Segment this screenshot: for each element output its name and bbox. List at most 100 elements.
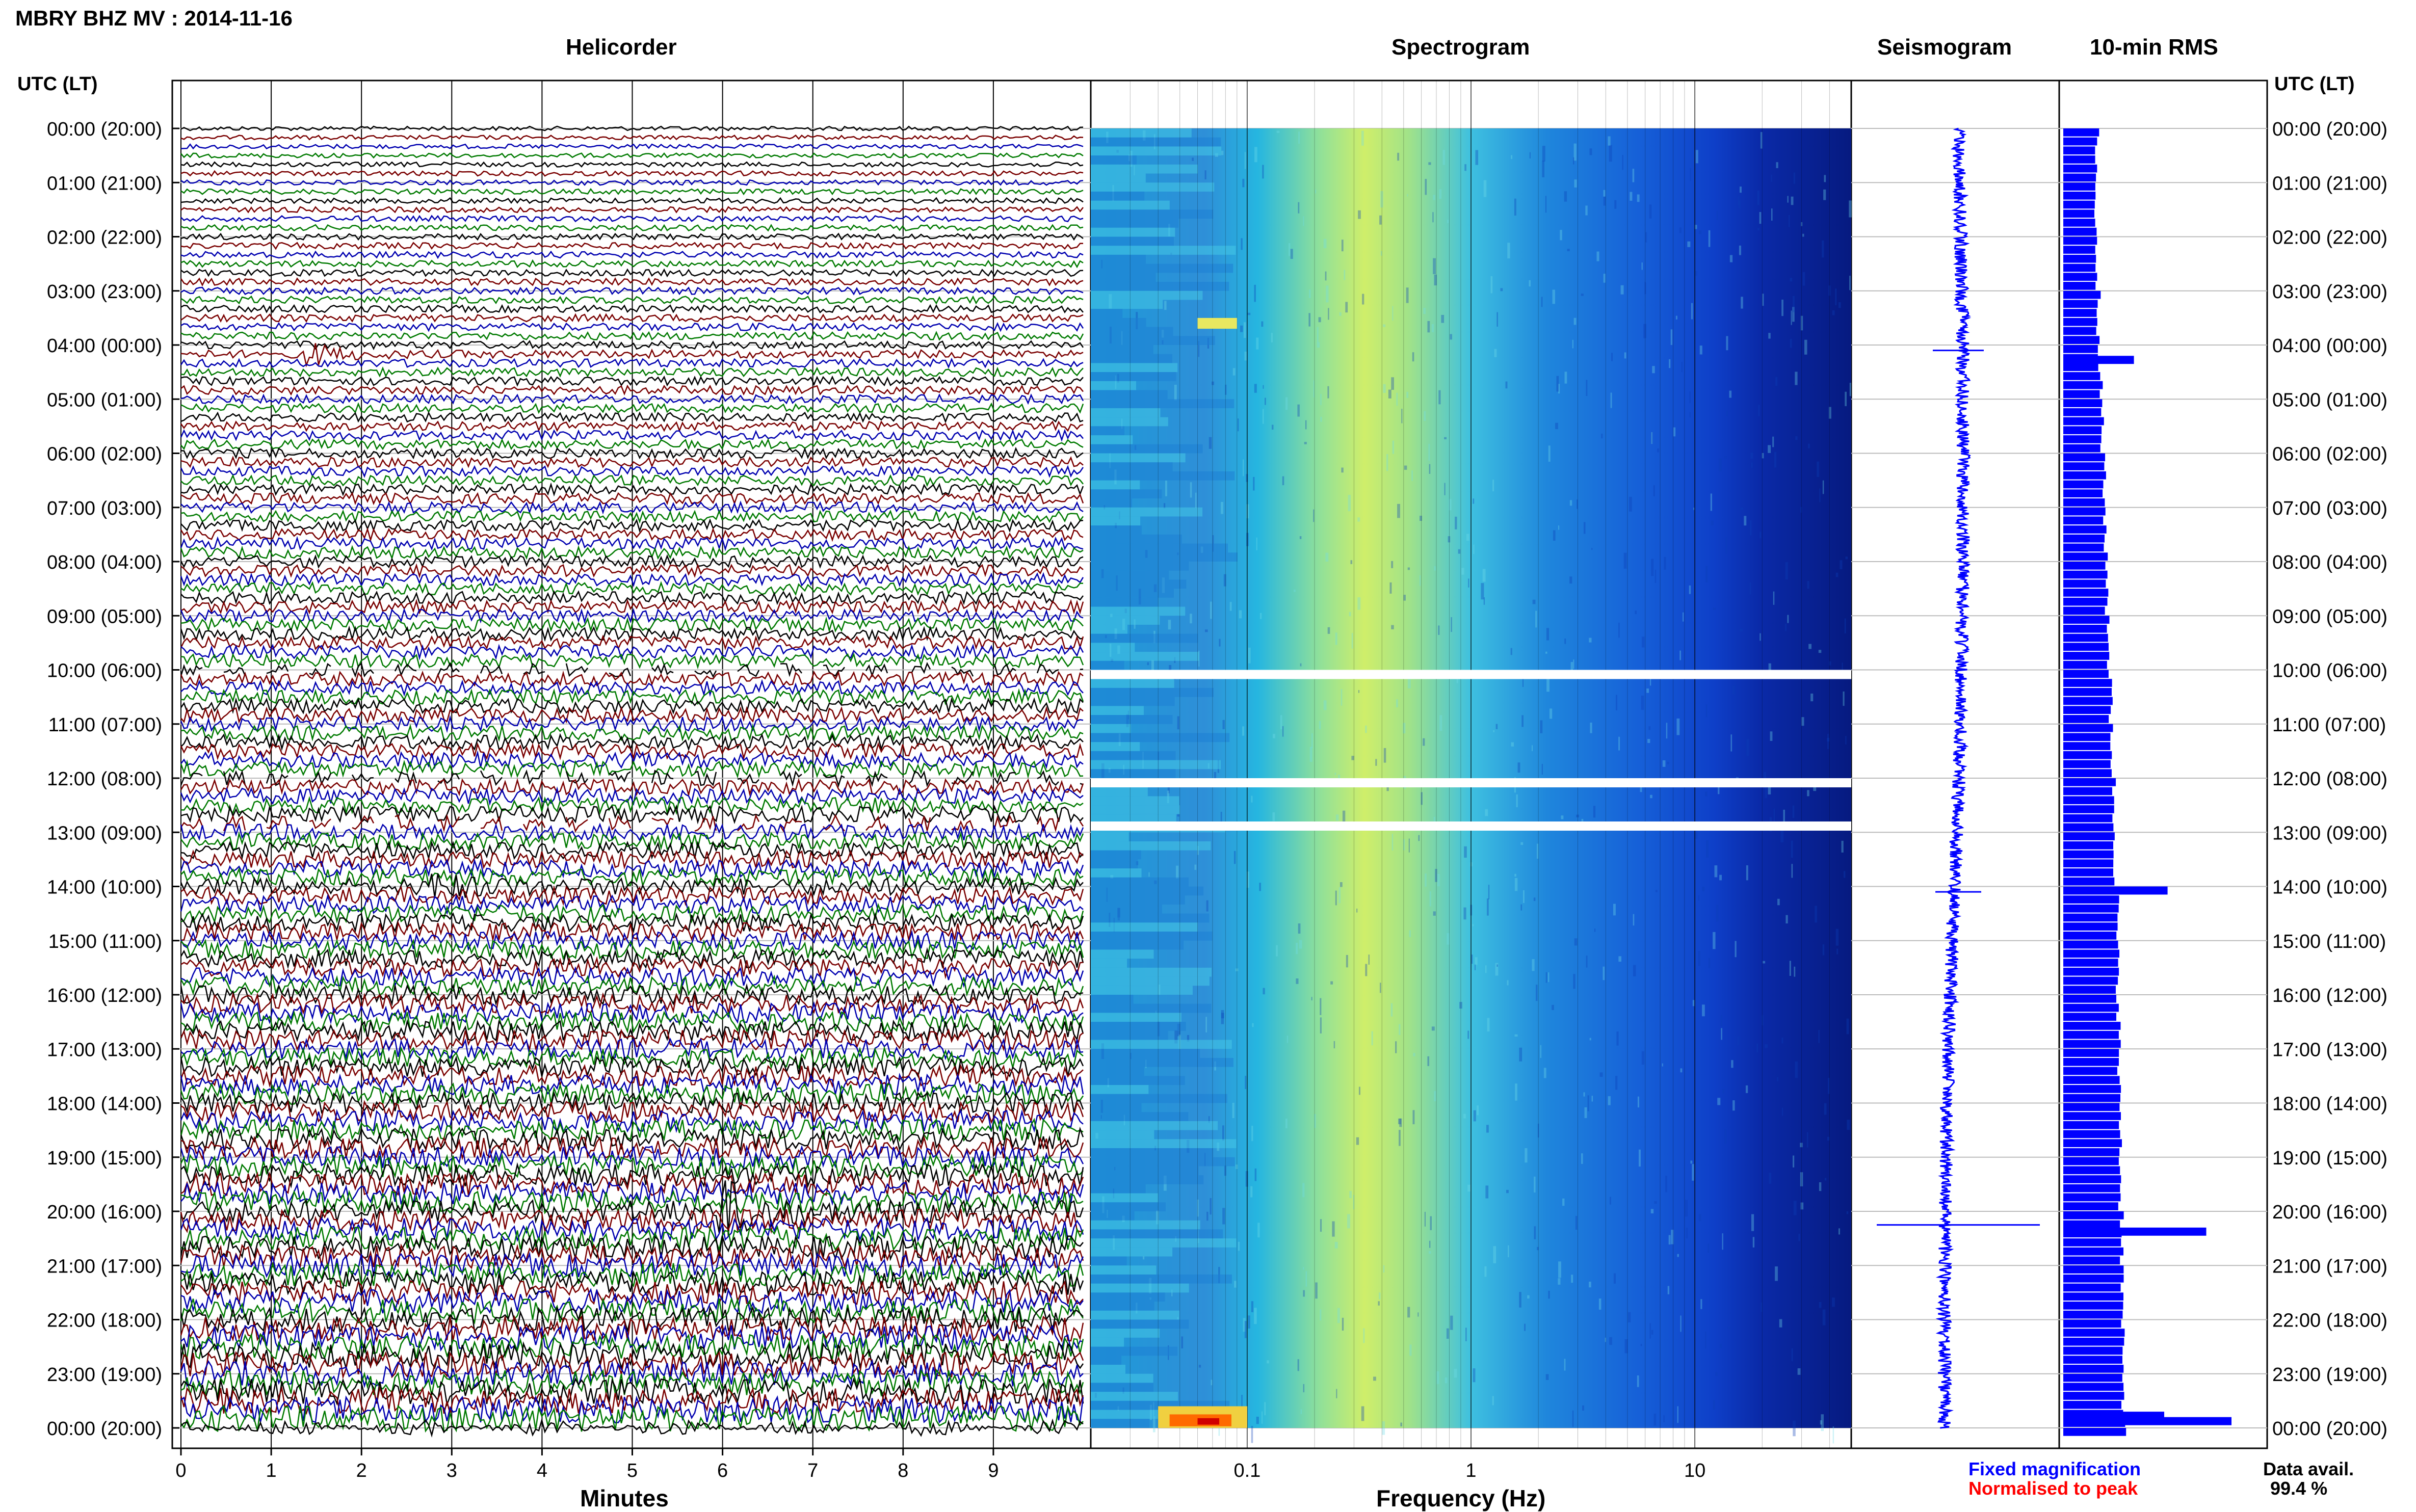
spectrogram-noise: [1546, 675, 1550, 692]
spectrogram-noise: [1264, 1402, 1266, 1416]
spectrogram-noise: [1572, 339, 1573, 349]
spectrogram-lowfreq-band: [1091, 219, 1179, 228]
time-label-left: 18:00 (14:00): [47, 1094, 162, 1115]
spectrogram-noise: [1347, 1214, 1350, 1229]
helicorder-trace: [180, 500, 1084, 515]
helicorder-trace: [180, 634, 1084, 652]
spectrogram-noise: [1420, 575, 1421, 586]
spectrogram-lowfreq-band: [1091, 895, 1185, 905]
spectrogram-lowfreq-band: [1091, 1157, 1235, 1166]
spectrogram-noise: [1822, 944, 1825, 956]
rms-bar: [2063, 877, 2115, 886]
spectrogram-noise: [1351, 633, 1353, 649]
spectrogram-lowfreq-band: [1091, 155, 1137, 165]
spectrogram-noise: [1323, 700, 1327, 710]
spectrogram-noise: [1774, 452, 1777, 468]
spectrogram-lowfreq-band: [1091, 562, 1189, 571]
spectrogram-noise: [1691, 303, 1693, 320]
spectrogram-lowfreq-band: [1091, 453, 1186, 463]
spectrogram-noise: [1588, 1282, 1591, 1288]
spectrogram-noise: [1804, 339, 1807, 355]
spectrogram-noise: [1657, 448, 1659, 453]
spectrogram-noise: [1801, 717, 1804, 726]
spectrogram-noise: [1843, 871, 1846, 878]
spectrogram-noise: [1243, 322, 1246, 338]
spectrogram-noise: [1718, 787, 1720, 794]
spectrogram-noise: [1382, 1421, 1385, 1435]
rms-bar: [2063, 922, 2118, 931]
spectrogram-noise: [1844, 618, 1846, 634]
rms-bar: [2063, 1319, 2121, 1328]
rms-bar: [2063, 1130, 2120, 1138]
rms-bar: [2063, 209, 2094, 218]
spectrogram-noise: [1815, 906, 1817, 923]
helicorder-trace: [180, 1404, 1084, 1433]
spectrogram-lowfreq-band: [1091, 327, 1173, 336]
time-label-right: 09:00 (05:00): [2272, 606, 2387, 627]
spectrogram-lowfreq-band: [1091, 932, 1213, 941]
spectrogram-noise: [1304, 442, 1307, 444]
helicorder-trace-segment: [823, 664, 845, 677]
helicorder-trace: [180, 277, 1084, 287]
spectrogram-lowfreq-band: [1091, 1256, 1127, 1266]
spectrogram-noise: [1254, 384, 1257, 393]
helicorder-trace: [180, 581, 1084, 596]
spectrogram-noise: [1389, 582, 1392, 594]
spectrogram-lowfreq-band: [1091, 868, 1142, 878]
spectrogram-noise: [1383, 748, 1386, 763]
spectrogram-noise: [1831, 1297, 1835, 1307]
rms-bar: [2063, 715, 2109, 723]
spectrogram-lowfreq-band: [1091, 832, 1129, 841]
helicorder-trace: [180, 873, 1084, 898]
spectrogram-lowfreq-band: [1091, 173, 1146, 183]
spectrogram-noise: [1757, 191, 1760, 205]
spectrogram-lowfreq-band: [1091, 552, 1238, 562]
helicorder-trace-segment: [394, 663, 417, 677]
helicorder-trace: [180, 482, 1084, 497]
spectrogram-noise: [1253, 476, 1255, 491]
spectrogram-noise: [1717, 1098, 1721, 1105]
spectrogram-noise: [1197, 845, 1199, 855]
helicorder-trace-segment: [565, 663, 588, 677]
seismogram-panel: [1877, 127, 2040, 1429]
spectrogram-noise: [1771, 208, 1773, 221]
spectrogram-noise: [1169, 665, 1172, 674]
helicorder-trace: [180, 1296, 1084, 1325]
spectrogram-noise: [1663, 1415, 1665, 1422]
spectrogram-noise: [1838, 1228, 1841, 1235]
spectrogram-noise: [1800, 1143, 1803, 1148]
spectrogram-lowfreq-band: [1091, 597, 1158, 607]
spectrogram-noise: [1638, 1149, 1641, 1167]
spectrogram-noise: [1708, 1243, 1710, 1253]
spectrogram-lowfreq-band: [1091, 227, 1175, 237]
spectrogram-noise: [1412, 1110, 1415, 1125]
helicorder-trace-segment: [522, 769, 545, 785]
spectrogram-noise: [1750, 453, 1753, 459]
spectrogram-noise: [1357, 597, 1361, 610]
helicorder-trace: [180, 465, 1084, 478]
spectrogram-noise: [1467, 1184, 1471, 1192]
spectrogram-lowfreq-band: [1091, 967, 1212, 977]
spectrogram-noise: [1676, 718, 1680, 735]
spectrogram-noise: [1475, 957, 1478, 965]
spectrogram-title: Spectrogram: [1391, 35, 1530, 60]
rms-spike-bar: [2063, 1417, 2231, 1425]
spectrogram-noise: [1399, 1118, 1402, 1127]
rms-bar: [2063, 525, 2107, 534]
spectrogram-noise: [1561, 815, 1564, 819]
seismogram-title: Seismogram: [1877, 35, 2012, 60]
spectrogram-lowfreq-band: [1091, 949, 1154, 959]
spectrogram-noise: [1777, 1077, 1778, 1081]
spectrogram-noise: [1467, 1030, 1469, 1039]
spectrogram-noise: [1740, 507, 1744, 510]
rms-bar: [2063, 426, 2102, 435]
spectrogram-lowfreq-band: [1091, 1057, 1233, 1067]
spectrogram-noise: [1404, 465, 1407, 470]
rms-bar: [2063, 778, 2116, 786]
spectrogram-noise: [1616, 1031, 1619, 1046]
rms-bar: [2063, 534, 2105, 543]
time-label-left: 06:00 (02:00): [47, 444, 162, 465]
spectrogram-noise: [1644, 282, 1646, 295]
spectrogram-noise: [1531, 745, 1533, 751]
spectrogram-noise: [1698, 895, 1700, 901]
